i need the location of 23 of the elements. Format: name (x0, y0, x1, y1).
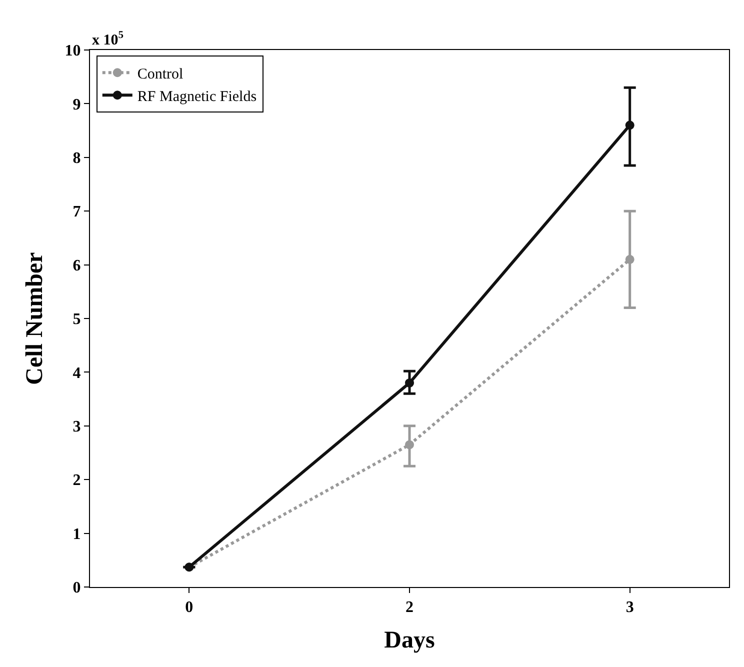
legend-label: Control (137, 66, 184, 82)
y-tick-label: 1 (72, 526, 81, 543)
x-tick-label: 3 (626, 599, 634, 616)
text: x 10$^{5}$ (92, 30, 124, 48)
point (405, 440, 414, 450)
y-tick-label: 7 (72, 204, 81, 221)
x-tick-label: 2 (406, 599, 414, 616)
y-tick-label: 2 (72, 472, 81, 490)
x-tick-label: 0 (185, 599, 194, 616)
y-tick-label: 6 (72, 257, 81, 274)
y-tick-label: 5 (72, 311, 81, 328)
y-tick-label: 0 (72, 580, 81, 597)
y-tick-label: 9 (72, 96, 81, 114)
y-tick-label: 8 (72, 150, 81, 167)
x-axis-title: Days (384, 628, 435, 654)
y-tick-label: 3 (72, 418, 81, 436)
y-axis-title: Cell Number (22, 252, 48, 385)
point (405, 378, 414, 388)
y-tick-label: 4 (72, 364, 81, 382)
point (625, 254, 634, 264)
y-tick-label: 10 (64, 42, 81, 60)
legend-label: RF Magnetic Fields (137, 88, 257, 105)
point (625, 120, 634, 130)
